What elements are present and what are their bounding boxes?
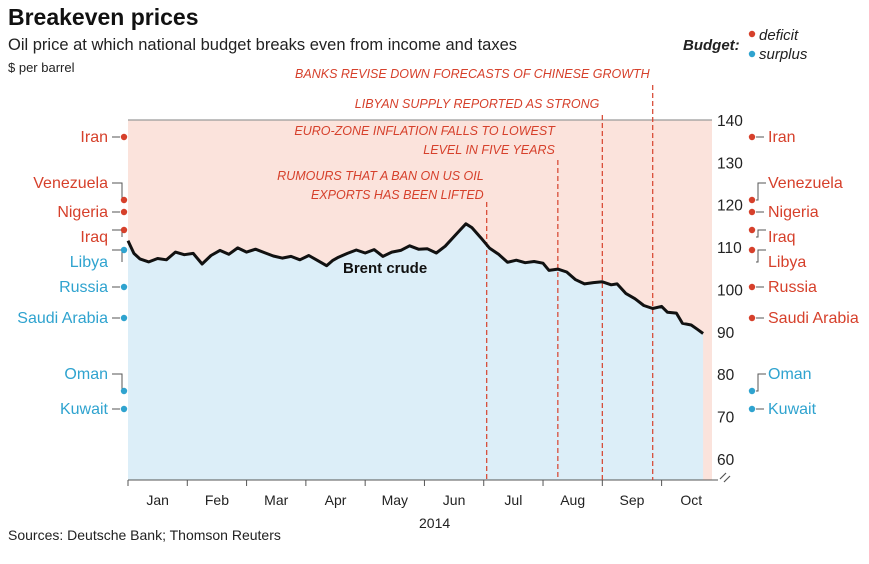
left-bracket xyxy=(112,229,123,237)
right-breakeven-dot xyxy=(748,405,756,413)
x-tick-label: Jan xyxy=(146,492,169,508)
surplus-region xyxy=(128,223,704,481)
right-bracket xyxy=(756,249,766,263)
right-country-label: Kuwait xyxy=(768,401,817,418)
left-country-label: Saudi Arabia xyxy=(17,310,108,327)
right-breakeven-dot xyxy=(748,314,756,322)
y-tick-label: 120 xyxy=(717,198,743,215)
left-bracket xyxy=(112,182,123,200)
legend-deficit-label: deficit xyxy=(759,27,799,44)
y-tick-label: 100 xyxy=(717,282,743,299)
x-tick-label: Mar xyxy=(264,492,288,508)
event-annotation: LEVEL IN FIVE YEARS xyxy=(423,143,555,157)
right-breakeven-dot xyxy=(748,246,756,254)
left-country-label: Russia xyxy=(59,279,108,296)
left-country-label: Venezuela xyxy=(33,175,108,192)
x-tick-label: Apr xyxy=(325,492,347,508)
right-country-label: Libya xyxy=(768,254,806,271)
right-country-label: Oman xyxy=(768,366,812,383)
right-breakeven-dot xyxy=(748,208,756,216)
x-tick-label: Feb xyxy=(205,492,229,508)
y-tick-label: 60 xyxy=(717,452,735,469)
x-tick-label: Sep xyxy=(619,492,644,508)
left-country-label: Nigeria xyxy=(57,204,108,221)
right-breakeven-dot xyxy=(748,133,756,141)
right-country-label: Venezuela xyxy=(768,175,843,192)
left-country-label: Iraq xyxy=(80,229,108,246)
event-annotation: RUMOURS THAT A BAN ON US OIL xyxy=(277,169,484,183)
event-annotation: BANKS REVISE DOWN FORECASTS OF CHINESE G… xyxy=(295,67,651,81)
source-note: Sources: Deutsche Bank; Thomson Reuters xyxy=(8,527,281,543)
chart-title: Breakeven prices xyxy=(8,4,199,30)
left-country-label: Oman xyxy=(64,366,108,383)
right-country-label: Iran xyxy=(768,129,796,146)
left-breakeven-dot xyxy=(120,387,128,395)
x-tick-label: Aug xyxy=(560,492,585,508)
x-axis-year: 2014 xyxy=(419,515,450,531)
right-breakeven-dot xyxy=(748,387,756,395)
right-country-label: Russia xyxy=(768,279,817,296)
x-tick-label: Jul xyxy=(504,492,522,508)
legend-title: Budget: xyxy=(683,37,740,54)
axis-break-icon xyxy=(719,472,731,483)
right-breakeven-dot xyxy=(748,196,756,204)
left-breakeven-dot xyxy=(120,246,128,254)
y-tick-label: 130 xyxy=(717,155,743,172)
left-breakeven-dot xyxy=(120,196,128,204)
right-country-label: Saudi Arabia xyxy=(768,310,859,327)
plot-area: Jan Feb Mar Apr May Jun Jul Aug Sep Oct 140 130 120 1… xyxy=(17,67,859,508)
right-bracket xyxy=(756,229,766,238)
y-tick-label: 90 xyxy=(717,325,735,342)
legend-surplus-dot xyxy=(748,50,756,58)
event-annotation: EURO-ZONE INFLATION FALLS TO LOWEST xyxy=(294,124,556,138)
left-bracket xyxy=(112,373,123,391)
left-breakeven-dot xyxy=(120,405,128,413)
right-breakeven-dot xyxy=(748,283,756,291)
legend-deficit-dot xyxy=(748,30,756,38)
series-label-brent: Brent crude xyxy=(343,260,427,277)
left-country-label: Iran xyxy=(80,129,108,146)
left-breakeven-dot xyxy=(120,283,128,291)
right-country-label: Nigeria xyxy=(768,204,819,221)
chart-subtitle: Oil price at which national budget break… xyxy=(8,36,517,54)
x-tick-label: Jun xyxy=(443,492,466,508)
y-tick-label: 110 xyxy=(717,240,742,257)
brent-crude-line xyxy=(126,222,704,335)
right-bracket xyxy=(756,373,766,392)
left-country-label: Kuwait xyxy=(60,401,109,418)
event-annotation: LIBYAN SUPPLY REPORTED AS STRONG xyxy=(355,97,600,111)
y-tick-label: 80 xyxy=(717,367,735,384)
left-breakeven-dot xyxy=(120,314,128,322)
right-country-label: Iraq xyxy=(768,229,796,246)
right-bracket xyxy=(756,182,766,201)
left-country-label: Libya xyxy=(70,254,108,271)
y-axis-unit: $ per barrel xyxy=(8,60,75,75)
right-breakeven-dot xyxy=(748,226,756,234)
legend-surplus-label: surplus xyxy=(759,46,808,63)
left-breakeven-dot xyxy=(120,208,128,216)
left-breakeven-dot xyxy=(120,133,128,141)
x-tick-label: Oct xyxy=(680,492,702,508)
y-tick-label: 140 xyxy=(717,113,743,130)
y-tick-label: 70 xyxy=(717,409,735,426)
x-tick-label: May xyxy=(382,492,408,508)
left-breakeven-dot xyxy=(120,226,128,234)
left-bracket xyxy=(112,249,123,262)
event-annotation: EXPORTS HAS BEEN LIFTED xyxy=(311,188,484,202)
